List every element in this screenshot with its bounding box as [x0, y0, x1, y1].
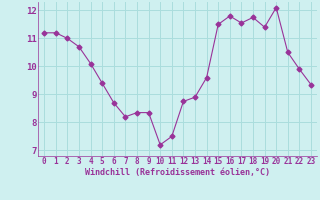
X-axis label: Windchill (Refroidissement éolien,°C): Windchill (Refroidissement éolien,°C): [85, 168, 270, 177]
